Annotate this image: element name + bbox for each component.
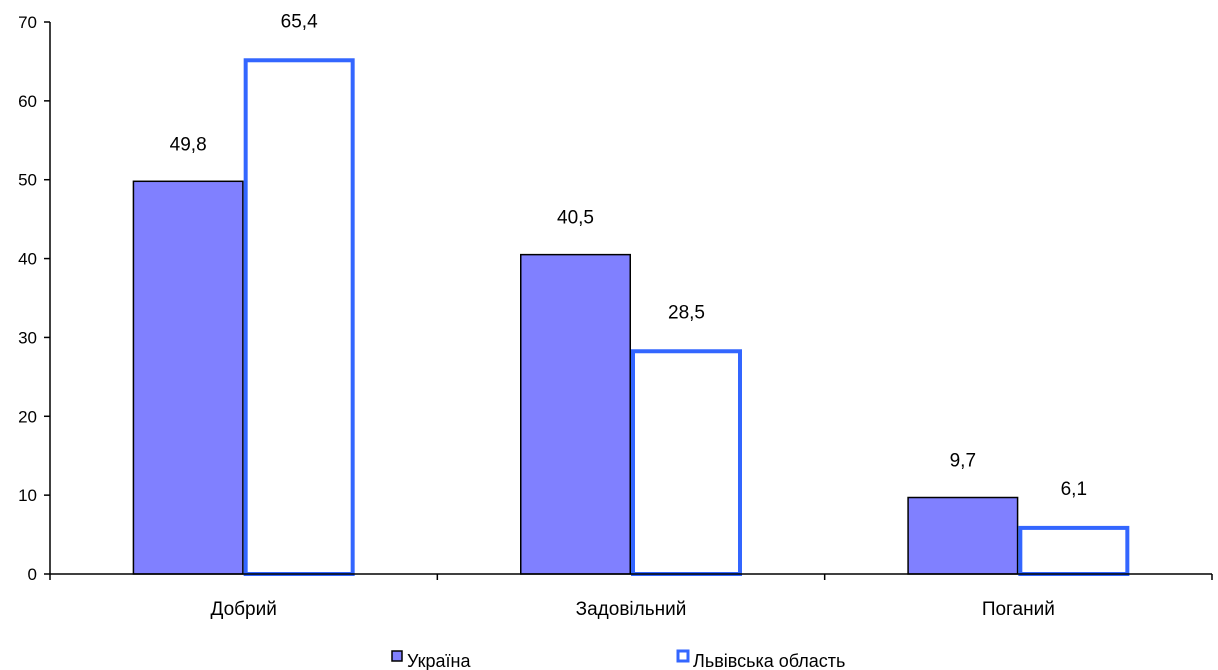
y-tick-label: 0 bbox=[28, 565, 37, 584]
data-label: 6,1 bbox=[1061, 479, 1087, 500]
bar-lviv-oblast bbox=[1018, 525, 1130, 577]
category-labels: Добрий Задовільний Поганий bbox=[211, 599, 1055, 620]
y-tick-label: 50 bbox=[18, 171, 37, 190]
bar-lviv-oblast bbox=[243, 58, 355, 576]
data-label: 65,4 bbox=[281, 11, 318, 32]
legend-swatch bbox=[391, 650, 403, 662]
x-axis-ticks bbox=[49, 574, 1213, 580]
data-label: 49,8 bbox=[170, 134, 207, 155]
bar-ukraine bbox=[132, 180, 244, 575]
y-tick-label: 60 bbox=[18, 92, 37, 111]
y-axis-ticks: 0 10 20 30 40 50 60 70 bbox=[18, 13, 50, 584]
y-tick-label: 30 bbox=[18, 328, 37, 347]
data-labels: 49,8 65,4 40,5 28,5 9,7 6,1 bbox=[170, 11, 1087, 500]
bars bbox=[132, 58, 1130, 577]
bar-ukraine bbox=[907, 496, 1019, 575]
legend: Україна Львівська область bbox=[391, 649, 845, 670]
bar-ukraine bbox=[520, 253, 631, 575]
legend-label: Україна bbox=[407, 651, 471, 670]
y-tick-label: 10 bbox=[18, 486, 37, 505]
data-label: 40,5 bbox=[557, 208, 594, 229]
category-label: Задовільний bbox=[576, 599, 687, 620]
legend-swatch bbox=[676, 649, 690, 663]
data-label: 9,7 bbox=[950, 451, 976, 472]
category-label: Поганий bbox=[982, 599, 1055, 620]
category-label: Добрий bbox=[211, 599, 277, 620]
legend-label: Львівська область bbox=[693, 651, 845, 670]
y-tick-label: 70 bbox=[18, 13, 37, 32]
bar-lviv-oblast bbox=[631, 349, 742, 576]
y-tick-label: 40 bbox=[18, 250, 37, 269]
y-tick-label: 20 bbox=[18, 407, 37, 426]
data-label: 28,5 bbox=[668, 302, 705, 323]
